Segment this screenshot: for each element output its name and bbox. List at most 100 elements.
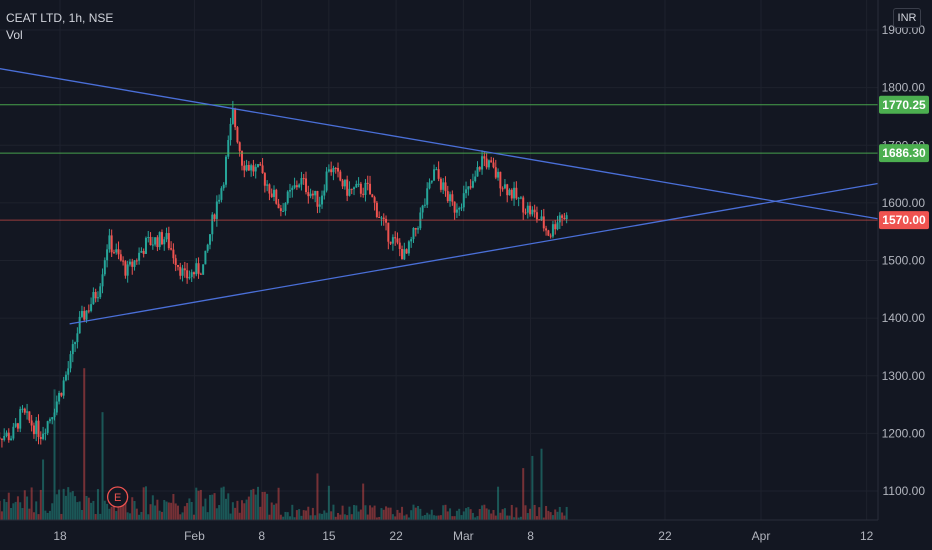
volume-bar (115, 511, 118, 520)
candle-body (190, 272, 193, 277)
grid (0, 0, 878, 520)
volume-bar (19, 502, 22, 520)
candle-body (55, 401, 58, 413)
candle-body (80, 311, 83, 317)
candle-body (350, 188, 353, 190)
volume-bar (35, 501, 38, 520)
volume-bar (10, 507, 13, 520)
volume-bar (240, 500, 243, 520)
volume-bar (471, 512, 474, 520)
price-tick-label: 1600.00 (882, 196, 926, 210)
candle-body (197, 263, 200, 274)
candle-body (62, 380, 65, 396)
volume-bar (508, 515, 511, 520)
candle-body (485, 158, 488, 168)
currency-badge[interactable]: INR (893, 8, 921, 28)
candle-body (286, 191, 289, 204)
candle-body (339, 171, 342, 181)
volume-bar (385, 506, 388, 520)
volume-bar (437, 515, 440, 520)
candle-body (83, 311, 86, 320)
candle-body (76, 333, 79, 343)
volume-bar (23, 490, 26, 520)
volume-bar (78, 501, 81, 520)
volume-bar (453, 516, 456, 520)
volume-bar (540, 448, 543, 520)
time-axis-ticks: 18 Feb 8 15 22 Mar 8 22 Apr 12 (53, 529, 873, 543)
candle-body (16, 423, 19, 429)
time-tick-label: 22 (389, 529, 403, 543)
candle-body (289, 190, 292, 192)
candle-body (474, 176, 477, 182)
volume-bar (517, 517, 520, 520)
volume-bar (55, 494, 58, 520)
candle-body (362, 193, 365, 195)
candle-body (401, 248, 404, 260)
candle-body (19, 409, 22, 429)
volume-bar (465, 508, 468, 520)
volume-bar (380, 508, 383, 520)
candle-body (433, 169, 436, 181)
candle-body (44, 432, 47, 434)
volume-bar (307, 506, 310, 520)
candle-body (545, 228, 548, 231)
event-label: E (114, 492, 121, 504)
candle-body (181, 268, 184, 276)
volume-bar (231, 502, 234, 520)
volume-bar (300, 515, 303, 520)
volume-bar (469, 509, 472, 520)
candle-body (172, 249, 175, 259)
drawings[interactable] (0, 67, 886, 325)
candle-body (558, 215, 561, 223)
volume-bar (224, 498, 227, 520)
candle-body (421, 205, 424, 213)
candle-body (23, 408, 26, 413)
price-axis[interactable] (878, 0, 932, 520)
volume-bar (298, 509, 301, 520)
volume-bar (442, 505, 445, 520)
candle-body (0, 437, 1, 439)
candle-body (245, 164, 248, 171)
candle-body (453, 201, 456, 213)
volume-bar (341, 505, 344, 520)
price-tick-label: 1200.00 (882, 426, 926, 440)
volume-bar (259, 506, 262, 520)
volume-bar (485, 508, 488, 520)
volume-bar (497, 486, 500, 520)
candle-body (147, 237, 150, 239)
candle-body (71, 344, 74, 355)
candle-body (199, 273, 202, 275)
candle-body (343, 179, 346, 187)
candle-body (106, 249, 109, 261)
candle-body (215, 201, 218, 219)
candle-body (449, 194, 452, 202)
candle-body (508, 189, 511, 196)
volume-bar (373, 505, 376, 520)
volume-bar (366, 514, 369, 520)
volume-label[interactable]: Vol (6, 28, 23, 42)
volume-bar (154, 505, 157, 520)
candle-body (176, 264, 179, 267)
volume-bar (234, 507, 237, 520)
volume-bar (353, 505, 356, 520)
volume-bar (252, 488, 255, 520)
earnings-event-marker[interactable]: E (106, 486, 129, 508)
candle-body (396, 238, 399, 243)
candle-body (222, 184, 225, 189)
volume-bar (545, 505, 548, 520)
candle-body (334, 167, 337, 169)
symbol-title[interactable]: CEAT LTD, 1h, NSE (6, 11, 114, 25)
candle-body (96, 297, 99, 299)
time-axis[interactable] (0, 520, 932, 550)
volume-bar (439, 515, 442, 520)
candle-body (455, 209, 458, 213)
candle-body (48, 419, 51, 422)
volume-bar (483, 504, 486, 520)
price-tick-label: 1300.00 (882, 369, 926, 383)
volume-bar (16, 496, 19, 520)
volume-bar (476, 516, 479, 520)
candle-body (300, 178, 303, 185)
candle-body (282, 210, 285, 212)
candle-body (30, 420, 33, 426)
